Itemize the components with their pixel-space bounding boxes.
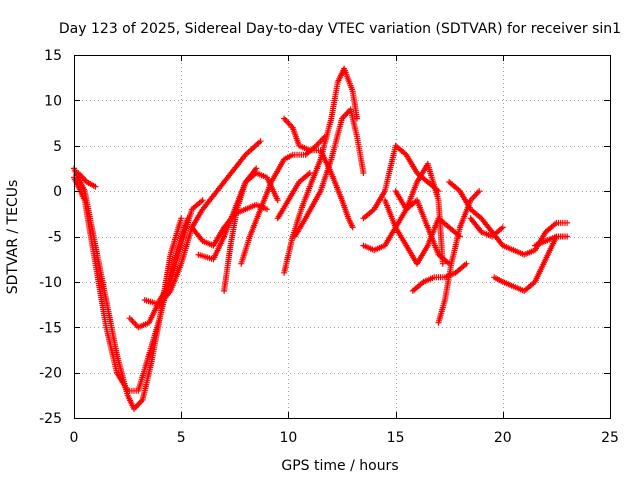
x-tick-label: 25: [601, 430, 619, 446]
y-tick-label: -5: [48, 230, 62, 246]
data-series-sat12: [281, 115, 356, 231]
x-tick-label: 20: [494, 430, 512, 446]
chart-title: Day 123 of 2025, Sidereal Day-to-day VTE…: [59, 21, 621, 37]
x-tick-label: 5: [177, 430, 186, 446]
y-tick-label: 15: [44, 48, 62, 64]
tick-layer: 0 5 10 15 20 25 -25 -20 -15 -10 -5 0 5 10 15: [39, 48, 619, 446]
series-markers: [291, 106, 367, 240]
series-markers: [281, 65, 360, 276]
y-tick-label: -15: [39, 320, 62, 336]
series-markers: [360, 142, 442, 222]
series-markers: [435, 188, 483, 326]
data-series-sat10: [281, 65, 360, 276]
data-series-sat5: [141, 138, 264, 308]
y-tick-label: 0: [53, 184, 62, 200]
series-markers: [381, 197, 463, 267]
y-tick-label: -20: [39, 366, 62, 382]
x-axis-label: GPS time / hours: [281, 458, 398, 474]
data-series-sat18: [409, 260, 470, 294]
x-tick-label: 0: [70, 430, 79, 446]
y-tick-label: -25: [39, 411, 62, 427]
data-series-sat21: [467, 215, 506, 240]
x-tick-label: 15: [387, 430, 405, 446]
data-series-sat14: [360, 142, 442, 222]
y-tick-label: -10: [39, 275, 62, 291]
series-markers: [221, 165, 260, 294]
series-markers: [75, 170, 99, 190]
series-markers: [274, 170, 313, 222]
data-series-sat4: [126, 197, 206, 331]
series-markers: [532, 233, 571, 249]
series-markers: [126, 197, 206, 331]
series-markers: [281, 115, 356, 231]
y-tick-label: 10: [44, 93, 62, 109]
grid-layer: [74, 55, 610, 418]
data-series-sat19: [435, 188, 483, 326]
y-tick-label: 5: [53, 139, 62, 155]
y-axis-label: SDTVAR / TECUs: [5, 180, 21, 295]
x-tick-label: 10: [279, 430, 297, 446]
data-series-sat17: [392, 160, 446, 267]
series-markers: [467, 215, 506, 240]
series-markers: [392, 160, 446, 267]
series-markers: [141, 138, 264, 308]
series-markers: [409, 260, 470, 294]
data-series-sat13: [274, 170, 313, 222]
series-layer: [71, 65, 571, 412]
data-series-sat11: [291, 106, 367, 240]
data-series-sat16: [381, 197, 463, 267]
data-series-sat23: [532, 233, 571, 249]
data-series-sat8: [221, 165, 260, 294]
data-series-sat3: [75, 170, 99, 190]
